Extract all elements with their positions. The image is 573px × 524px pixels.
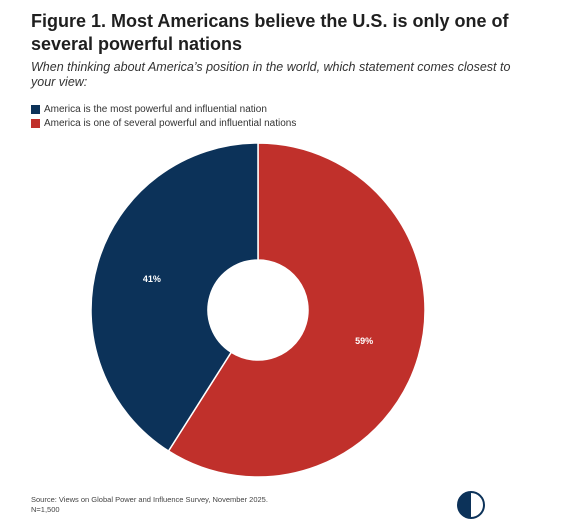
chart-title: Figure 1. Most Americans believe the U.S… — [31, 11, 509, 54]
data-label-one-of-several: 59% — [355, 336, 373, 346]
chart-subtitle: When thinking about America’s position i… — [31, 60, 511, 89]
legend-swatch-red — [31, 118, 40, 128]
source-note: Source: Views on Global Power and Influe… — [31, 495, 268, 515]
source-line: Source: Views on Global Power and Influe… — [31, 495, 268, 504]
legend-label-one-of-several: America is one of several powerful and i… — [44, 117, 297, 129]
sample-size: N=1,500 — [31, 505, 60, 514]
donut-slice-most-powerful — [90, 142, 259, 453]
legend: America is the most powerful and influen… — [31, 102, 296, 130]
donut-slice-one-of-several — [167, 142, 426, 478]
legend-swatch-navy — [31, 104, 40, 114]
legend-item-most-powerful: America is the most powerful and influen… — [31, 102, 296, 116]
data-label-most-powerful: 41% — [143, 274, 161, 284]
half-circle-logo-icon — [457, 491, 485, 519]
legend-item-one-of-several: America is one of several powerful and i… — [31, 116, 296, 130]
legend-label-most-powerful: America is the most powerful and influen… — [44, 103, 267, 115]
